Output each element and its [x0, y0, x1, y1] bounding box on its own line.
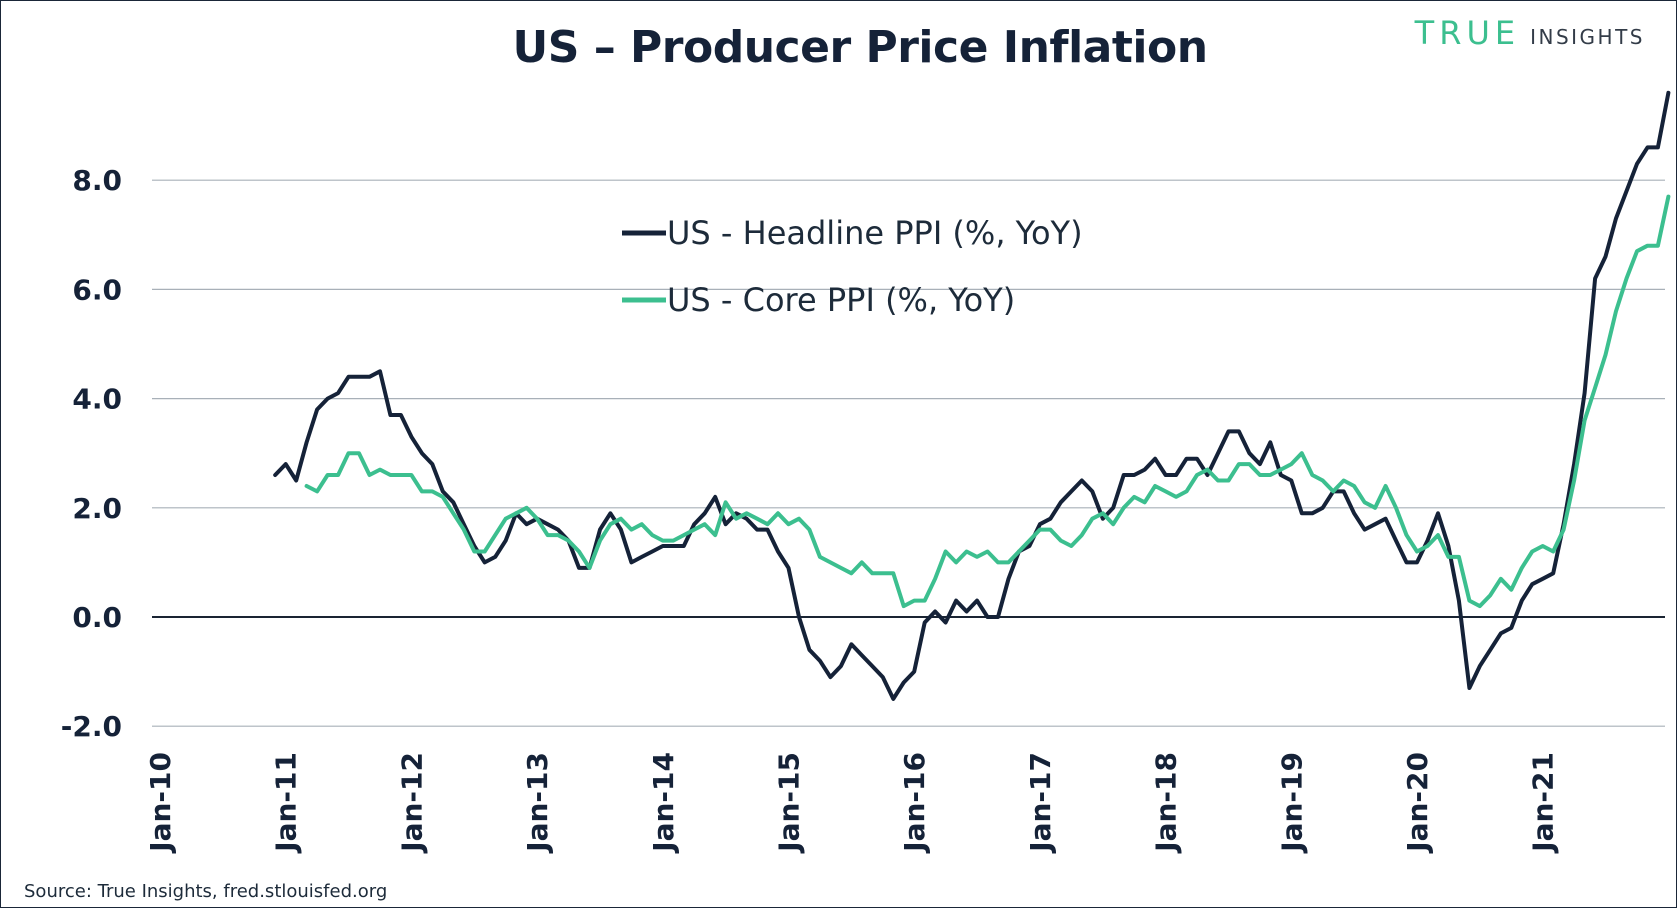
- legend-label-headline: US - Headline PPI (%, YoY): [667, 214, 1083, 252]
- x-tick-label: Jan-17: [1024, 752, 1057, 854]
- y-tick-label: 6.0: [72, 273, 122, 306]
- series-lines: [273, 90, 1671, 701]
- brand-word: INSIGHTS: [1530, 25, 1645, 49]
- y-tick-label: 2.0: [72, 492, 122, 525]
- chart-title: US – Producer Price Inflation: [512, 22, 1208, 73]
- x-tick-label: Jan-18: [1150, 752, 1183, 854]
- x-axis: Jan-10 Jan-11 Jan-12 Jan-13 Jan-14 Jan-15 Jan-…: [144, 752, 1560, 854]
- x-tick-label: Jan-12: [395, 752, 428, 854]
- x-tick-label: Jan-10: [144, 752, 177, 854]
- x-tick-label: Jan-20: [1401, 752, 1434, 854]
- x-tick-label: Jan-21: [1527, 752, 1560, 854]
- y-tick-label: 4.0: [72, 383, 122, 416]
- gridlines: [152, 179, 1665, 727]
- x-tick-label: Jan-11: [270, 752, 303, 854]
- x-tick-label: Jan-13: [521, 752, 554, 854]
- x-tick-label: Jan-15: [773, 752, 806, 854]
- y-tick-label: 8.0: [72, 164, 122, 197]
- source-note: Source: True Insights, fred.stlouisfed.o…: [24, 881, 388, 902]
- series-line-headline-ppi: [273, 90, 1671, 701]
- brand-mark: TRUE: [1414, 14, 1521, 52]
- brand-logo: TRUE INSIGHTS: [1415, 14, 1645, 52]
- y-axis: -2.0 0.0 2.0 4.0 6.0 8.0: [61, 164, 122, 743]
- legend-label-core: US - Core PPI (%, YoY): [667, 281, 1015, 319]
- legend: US - Headline PPI (%, YoY) US - Core PPI…: [622, 214, 1083, 319]
- y-tick-label: -2.0: [61, 710, 122, 743]
- x-tick-label: Jan-19: [1275, 752, 1308, 854]
- y-tick-label: 0.0: [72, 601, 122, 634]
- x-tick-label: Jan-16: [898, 752, 931, 854]
- x-tick-label: Jan-14: [647, 752, 680, 854]
- series-line-core-ppi: [304, 194, 1671, 609]
